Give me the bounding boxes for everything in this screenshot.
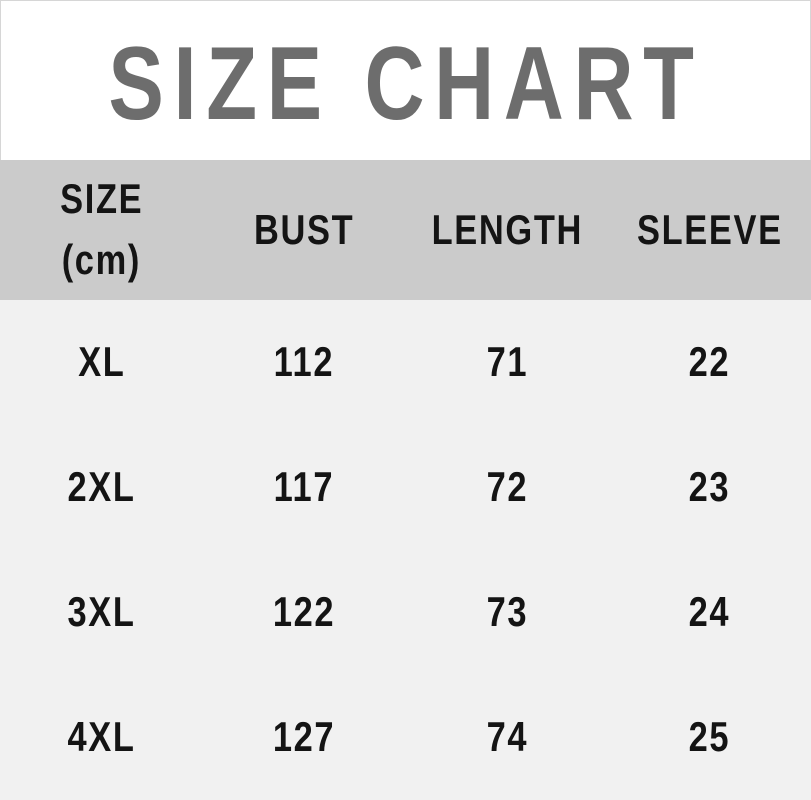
page-title: SIZE CHART	[107, 25, 704, 142]
column-header-length: LENGTH	[406, 160, 609, 300]
cell-length: 73	[486, 588, 528, 636]
cell-bust: 127	[272, 713, 336, 761]
cell-bust: 122	[272, 588, 336, 636]
table-row-xl: XL 112 71 22	[0, 300, 811, 425]
table-body: XL 112 71 22 2XL 117 72 23 3XL 122 73 24…	[0, 300, 811, 800]
table-header-row: SIZE (cm) BUST LENGTH SLEEVE	[0, 160, 811, 300]
cell-bust: 117	[273, 463, 335, 511]
cell-size: 4XL	[67, 713, 136, 761]
cell-size: 2XL	[67, 463, 136, 511]
size-table: SIZE (cm) BUST LENGTH SLEEVE XL 112 71 2…	[0, 160, 811, 800]
cell-sleeve: 25	[688, 713, 731, 761]
cell-size: 3XL	[67, 588, 136, 636]
cell-bust: 112	[273, 338, 335, 386]
column-header-bust: BUST	[203, 160, 406, 300]
cell-length: 72	[486, 463, 528, 511]
table-row-4xl: 4XL 127 74 25	[0, 675, 811, 800]
cell-length: 71	[486, 338, 528, 386]
table-row-2xl: 2XL 117 72 23	[0, 425, 811, 550]
table-row-3xl: 3XL 122 73 24	[0, 550, 811, 675]
length-header-label: LENGTH	[431, 205, 583, 253]
cell-sleeve: 23	[688, 463, 731, 511]
sleeve-header-label: SLEEVE	[636, 205, 783, 253]
bust-header-label: BUST	[253, 205, 355, 253]
title-band: SIZE CHART	[0, 0, 811, 160]
cell-size: XL	[77, 338, 126, 386]
size-header-label: SIZE	[59, 175, 143, 223]
cell-sleeve: 24	[688, 588, 731, 636]
column-header-sleeve: SLEEVE	[608, 160, 811, 300]
cell-sleeve: 22	[688, 338, 731, 386]
column-header-size: SIZE (cm)	[0, 160, 203, 300]
cell-length: 74	[486, 713, 528, 761]
size-header-unit: (cm)	[61, 236, 142, 283]
